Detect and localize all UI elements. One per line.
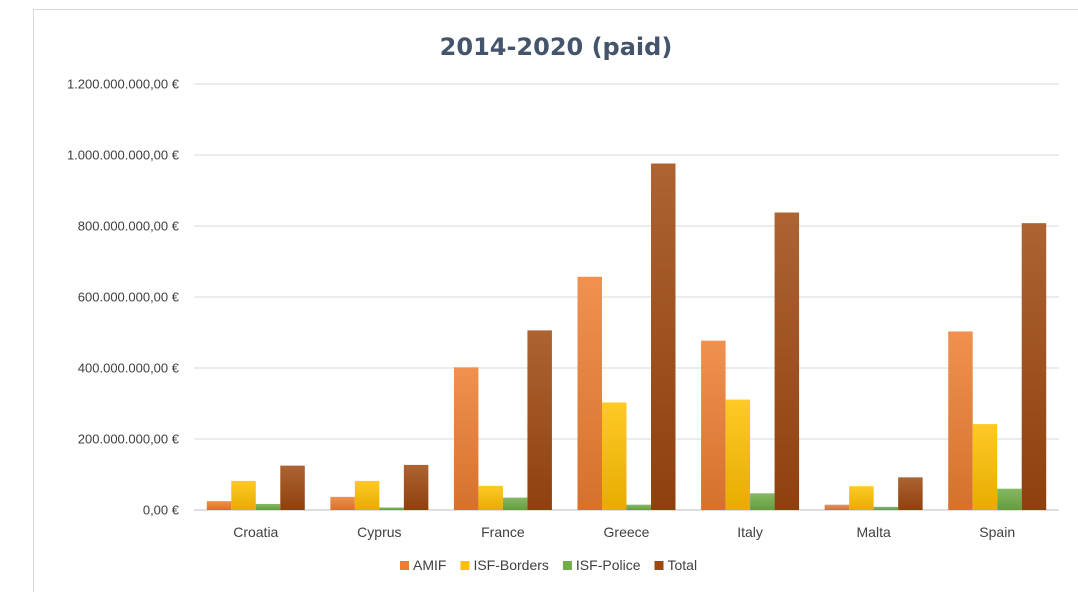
bar-amif-cyprus xyxy=(330,496,355,510)
y-tick-label: 200.000.000,00 € xyxy=(78,432,180,447)
x-tick-label: Spain xyxy=(979,524,1015,540)
bar-isf-police-croatia xyxy=(255,503,281,510)
x-axis-tick-labels: Croatia Cyprus France Greece Italy Malta Spain xyxy=(233,524,1015,540)
y-tick-label: 1.200.000.000,00 € xyxy=(67,77,180,92)
y-axis-tick-labels: 0,00 € 200.000.000,00 € 400.000.000,00 € 60… xyxy=(67,77,180,518)
bar-total-croatia xyxy=(280,465,305,510)
bar-isf-police-italy xyxy=(750,493,775,510)
bar-isf-borders-malta xyxy=(849,486,874,510)
legend-swatch xyxy=(562,561,572,570)
bar-isf-borders-croatia xyxy=(231,480,256,510)
bar-total-cyprus xyxy=(403,464,429,510)
bar-isf-police-spain xyxy=(997,488,1022,510)
bar-amif-italy xyxy=(701,340,726,510)
y-tick-label: 1.000.000.000,00 € xyxy=(67,148,180,163)
legend-swatch xyxy=(654,561,664,570)
bar-total-greece xyxy=(651,163,676,510)
bar-isf-police-france xyxy=(502,497,528,510)
y-tick-label: 800.000.000,00 € xyxy=(78,219,180,234)
legend-label: AMIF xyxy=(413,557,446,573)
y-tick-label: 600.000.000,00 € xyxy=(78,290,180,305)
bar-chart: 2014-2020 (paid) 0,00 € 200.000.000,00 € 4… xyxy=(67,33,1059,573)
bars xyxy=(206,163,1047,510)
x-tick-label: Croatia xyxy=(233,524,278,540)
legend-label: ISF-Borders xyxy=(473,557,548,573)
bar-amif-spain xyxy=(948,331,973,510)
bar-total-malta xyxy=(898,477,923,510)
chart-title: 2014-2020 (paid) xyxy=(440,33,673,61)
x-tick-label: Malta xyxy=(857,524,891,540)
bar-isf-borders-italy xyxy=(725,399,751,510)
x-tick-label: France xyxy=(481,524,525,540)
bar-total-spain xyxy=(1021,223,1047,510)
legend-label: ISF-Police xyxy=(576,557,641,573)
bar-amif-greece xyxy=(577,276,602,510)
bar-total-france xyxy=(527,330,552,510)
bar-isf-police-malta xyxy=(873,506,899,510)
chart-container: 2014-2020 (paid) 0,00 € 200.000.000,00 € 4… xyxy=(33,9,1078,592)
bar-amif-croatia xyxy=(206,501,232,510)
bar-isf-police-cyprus xyxy=(379,507,404,510)
bar-amif-malta xyxy=(824,504,850,510)
legend-label: Total xyxy=(668,557,698,573)
bar-amif-france xyxy=(453,367,479,510)
gridlines xyxy=(194,83,1059,511)
bar-isf-police-greece xyxy=(626,504,651,510)
y-tick-label: 0,00 € xyxy=(143,503,180,518)
bar-total-italy xyxy=(774,212,800,510)
x-tick-label: Italy xyxy=(737,524,763,540)
legend-swatch xyxy=(400,561,409,570)
legend: AMIF ISF-Borders ISF-Police Total xyxy=(400,557,697,573)
x-tick-label: Cyprus xyxy=(357,524,401,540)
bar-isf-borders-spain xyxy=(972,424,998,510)
legend-swatch xyxy=(460,561,470,570)
y-tick-label: 400.000.000,00 € xyxy=(78,361,180,376)
bar-isf-borders-cyprus xyxy=(354,480,380,510)
x-tick-label: Greece xyxy=(604,524,650,540)
bar-isf-borders-greece xyxy=(602,402,627,510)
bar-isf-borders-france xyxy=(478,485,503,510)
